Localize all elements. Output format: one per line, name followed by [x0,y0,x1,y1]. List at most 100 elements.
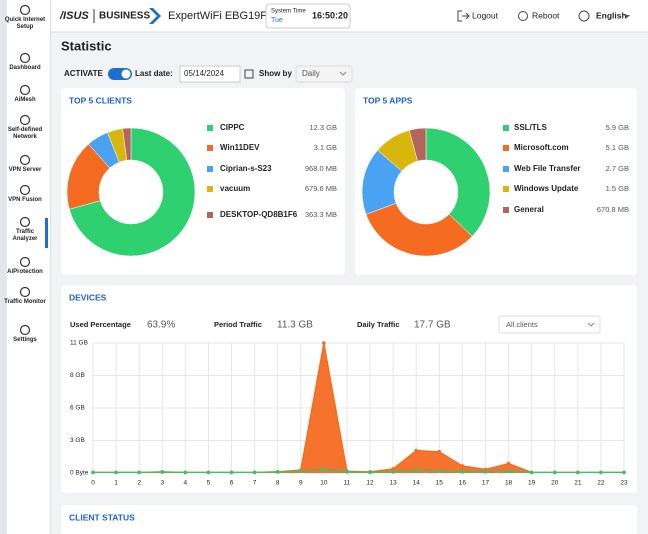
stat-value: 17.7 GB [414,320,451,331]
nav-label[interactable]: Traffic Monitor [4,299,46,305]
nav-item[interactable]: VPN Fusion [4,184,46,204]
legend-name: Web File Transfer [514,164,581,173]
nav-active-bar [45,218,48,248]
nav-item[interactable]: VPN Server [4,154,46,174]
globe-icon[interactable] [578,10,590,22]
nav-label[interactable]: Self-defined Network [7,127,43,140]
nav-item[interactable]: Traffic Monitor [4,286,46,306]
y-tick-label: 11 GB [70,340,88,347]
data-point [552,470,557,475]
data-point [391,470,395,474]
x-tick-label: 17 [482,480,490,487]
x-tick-label: 3 [160,480,164,487]
nav-icon [19,52,31,64]
data-point [91,470,95,475]
x-tick-label: 4 [184,480,188,487]
data-point [599,470,603,475]
nav-item[interactable]: Dashboard [4,52,46,72]
data-point [483,470,488,474]
nav-icon [19,286,31,298]
client-filter[interactable] [498,315,601,334]
data-point [345,470,349,474]
last-date[interactable]: 05/14/2024 [184,69,225,78]
show-by[interactable]: Daily [302,69,320,78]
toggle-knob [121,69,131,79]
logout-icon[interactable] [457,10,470,22]
nav-label[interactable]: AiProtection [7,269,43,275]
time-label: System Time [271,9,306,15]
legend-swatch [207,166,213,172]
time-value: 16:50:20 [312,10,348,20]
legend-name: DESKTOP-QD8B1F6 [220,210,298,219]
brand-line: BUSINESS [99,11,150,22]
data-point [391,467,395,471]
donut-slice [365,202,473,257]
x-tick-label: 23 [620,480,628,487]
calendar-icon[interactable] [244,69,254,79]
select-caret [339,71,347,76]
nav-label[interactable]: Traffic Analyzer [12,229,38,242]
data-point [506,461,511,466]
nav-item[interactable]: Quick Internet Setup [4,4,46,31]
data-point [298,469,303,474]
date-input[interactable] [179,65,241,83]
stat-label: Period Traffic [214,320,262,329]
legend-swatch [503,207,509,213]
reboot-icon[interactable] [518,11,528,21]
nav-label[interactable]: Settings [13,337,37,343]
stat-label: Used Percentage [70,320,131,329]
client-status-card [61,505,637,534]
series-line [93,468,624,474]
data-point [322,467,326,472]
y-tick-label: 3 GB [70,437,85,444]
legend-name: Windows Update [514,184,579,193]
donut-slice [69,127,196,257]
legend-name: Ciprian-s-S23 [220,164,272,173]
language[interactable]: English [596,10,627,20]
x-tick-label: 11 [344,480,351,487]
show-by-select[interactable] [295,65,353,83]
nav-icon [19,84,31,96]
x-tick-label: 13 [390,480,398,487]
y-tick-label: 8 GB [70,372,85,379]
data-point [414,448,419,453]
nav-icon [19,154,31,166]
legend-value: 679.6 MB [305,184,337,193]
page-title: Statistic [61,38,112,53]
nav-icon [19,216,31,228]
data-point [322,341,326,345]
nav-item[interactable]: Traffic Analyzer [4,216,46,243]
nav-icon [19,4,31,16]
nav-label[interactable]: AiMesh [14,97,36,103]
time-day: Tue [271,17,283,24]
sidebar: Quick Internet Setup Dashboard AiMesh Self-… [0,0,51,534]
time-box [265,3,351,29]
nav-label[interactable]: VPN Server [8,167,42,173]
logout[interactable]: Logout [472,10,499,20]
card-title: DEVICES [69,292,107,302]
reboot[interactable]: Reboot [532,10,560,20]
x-tick-label: 7 [253,480,257,487]
nav-icon [19,256,31,268]
nav-label[interactable]: Quick Internet Setup [4,17,46,30]
nav-item[interactable]: AiProtection [4,256,46,276]
client-filter-value[interactable]: All clients [506,320,538,329]
x-tick-label: 21 [574,480,582,487]
nav-label[interactable]: VPN Fusion [8,197,42,203]
data-point [160,470,165,474]
data-point [275,470,280,474]
nav-label[interactable]: Dashboard [9,65,41,71]
legend-value: 5.9 GB [606,123,629,132]
legend-name: CIPPC [220,123,245,132]
nav-item[interactable]: AiMesh [4,84,46,104]
nav-item[interactable]: Settings [4,324,46,344]
nav-item[interactable]: Self-defined Network [4,114,46,141]
data-point [437,468,442,473]
donut-slice [425,127,491,237]
language-caret[interactable] [624,15,630,18]
legend-value: 3.1 GB [314,143,337,152]
x-tick-label: 6 [230,480,234,487]
stat-value: 11.3 GB [277,320,313,331]
legend-name: SSL/TLS [514,123,548,132]
